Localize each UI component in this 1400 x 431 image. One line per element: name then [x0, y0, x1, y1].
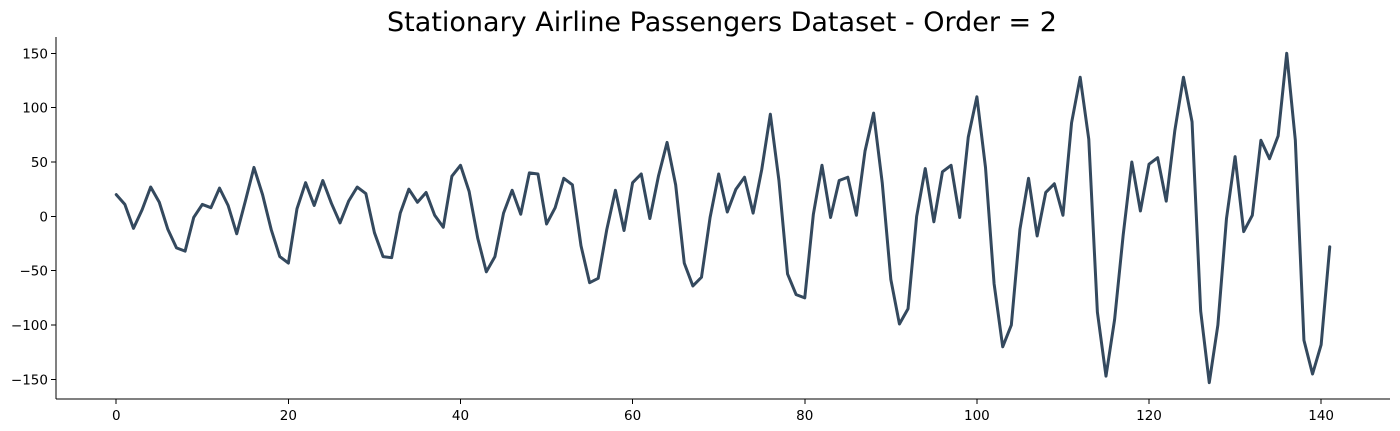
x-tick-label: 120 — [1136, 408, 1162, 424]
y-tick-label: −150 — [11, 372, 48, 388]
y-tick-label: 0 — [39, 209, 48, 225]
chart-title: Stationary Airline Passengers Dataset - … — [387, 7, 1057, 38]
x-tick-label: 40 — [452, 408, 469, 424]
y-tick-label: −50 — [20, 264, 49, 280]
x-tick-label: 100 — [964, 408, 990, 424]
series-line — [114, 51, 1332, 385]
y-tick-label: −100 — [11, 318, 48, 334]
x-tick-label: 0 — [112, 408, 121, 424]
x-axis-ticks: 0 20 40 60 80 100 120 140 — [112, 399, 1334, 424]
y-axis-ticks: −150 −100 −50 0 50 100 150 — [11, 46, 56, 388]
x-tick-label: 60 — [624, 408, 641, 424]
x-tick-label: 20 — [280, 408, 297, 424]
y-tick-label: 100 — [22, 101, 48, 117]
x-tick-label: 80 — [796, 408, 813, 424]
x-tick-label: 140 — [1308, 408, 1334, 424]
y-tick-label: 150 — [22, 46, 48, 62]
y-tick-label: 50 — [31, 155, 48, 171]
